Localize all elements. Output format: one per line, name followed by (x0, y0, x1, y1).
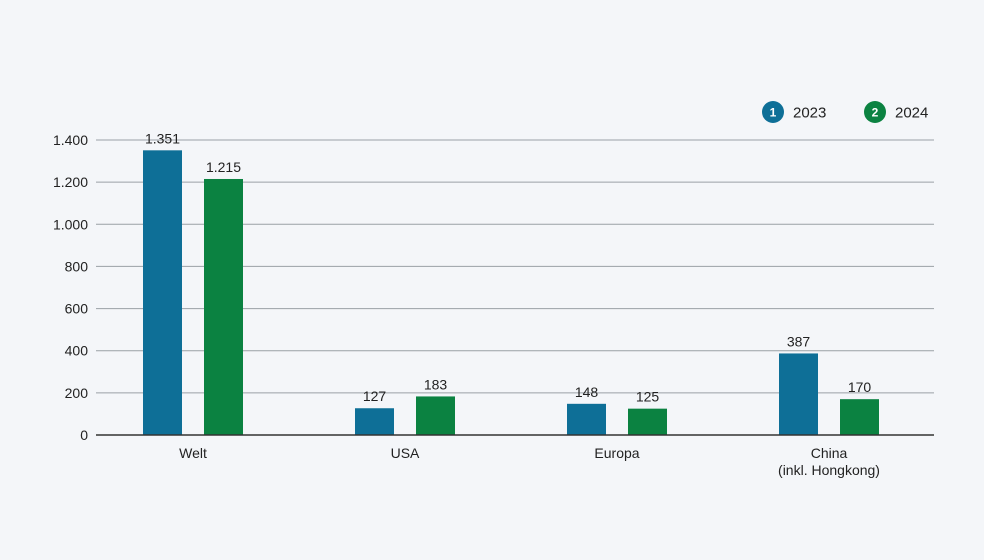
data-label: 1.215 (206, 159, 241, 175)
data-labels: 1.351 127 148 387 1.215 183 125 170 (145, 130, 871, 404)
bar-2024-1 (416, 396, 455, 435)
bar-2023-1 (355, 408, 394, 435)
bar-2024-2 (628, 408, 667, 435)
data-label: 127 (363, 388, 387, 404)
bar-2023-2 (567, 403, 606, 435)
data-label: 170 (848, 379, 872, 395)
x-axis: Welt USA Europa China(inkl. Hongkong) (96, 434, 934, 478)
category-label: Europa (594, 445, 639, 461)
y-axis: 0 200 400 600 800 1.000 1.200 1.400 (53, 132, 88, 443)
category-label: USA (391, 445, 420, 461)
y-tick-label: 400 (65, 343, 89, 359)
category-label: (inkl. Hongkong) (778, 462, 880, 478)
y-tick-label: 800 (65, 258, 89, 274)
data-label: 387 (787, 333, 811, 349)
legend: 1 2023 2 2024 (762, 101, 928, 123)
legend-marker-2023 (762, 101, 784, 123)
y-tick-label: 600 (65, 301, 89, 317)
data-label: 1.351 (145, 130, 180, 146)
category-label: Welt (179, 445, 207, 461)
legend-label: 2024 (895, 105, 928, 122)
y-tick-label: 200 (65, 385, 89, 401)
category-label: China (811, 445, 848, 461)
y-tick-label: 0 (80, 427, 88, 443)
y-tick-label: 1.400 (53, 132, 88, 148)
bar-2023-0 (143, 150, 182, 435)
y-tick-label: 1.200 (53, 174, 88, 190)
legend-marker-number: 1 (770, 106, 777, 120)
bar-2024-3 (840, 399, 879, 435)
data-label: 125 (636, 389, 660, 405)
y-tick-label: 1.000 (53, 216, 88, 232)
bar-2024-0 (204, 178, 243, 435)
bars (143, 150, 879, 435)
legend-label: 2023 (793, 105, 826, 122)
legend-marker-2024 (864, 101, 886, 123)
legend-marker-number: 2 (872, 106, 879, 120)
bar-2023-3 (779, 353, 818, 435)
data-label: 183 (424, 376, 448, 392)
data-label: 148 (575, 384, 599, 400)
